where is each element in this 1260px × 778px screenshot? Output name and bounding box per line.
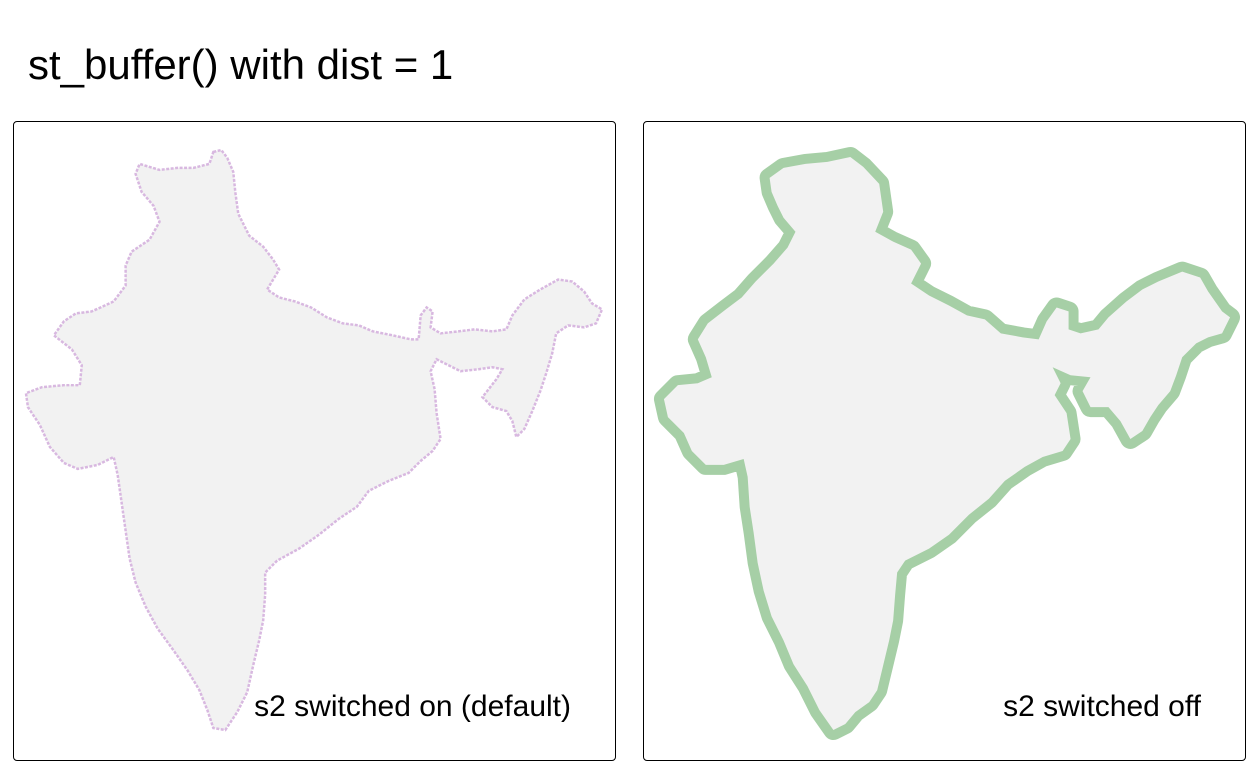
- panel-caption-s2-off: s2 switched off: [1003, 690, 1201, 723]
- map-panel-s2-on: s2 switched on (default): [13, 121, 616, 761]
- india-map-s2-on: [24, 148, 604, 732]
- india-map-s2-off: [653, 146, 1241, 741]
- map-panel-s2-off: s2 switched off: [643, 121, 1246, 761]
- india-polygon-s2-off: [663, 156, 1231, 731]
- figure-title: st_buffer() with dist = 1: [28, 41, 454, 88]
- india-polygon-s2-on: [24, 148, 604, 732]
- panel-caption-s2-on: s2 switched on (default): [254, 690, 571, 723]
